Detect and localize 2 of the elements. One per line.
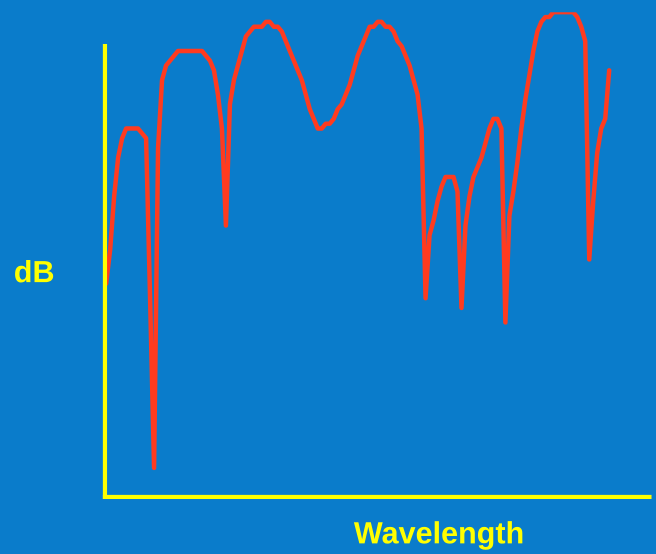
y-axis-title: dB (15, 260, 54, 282)
x-axis-title: Wavelength (354, 521, 522, 550)
